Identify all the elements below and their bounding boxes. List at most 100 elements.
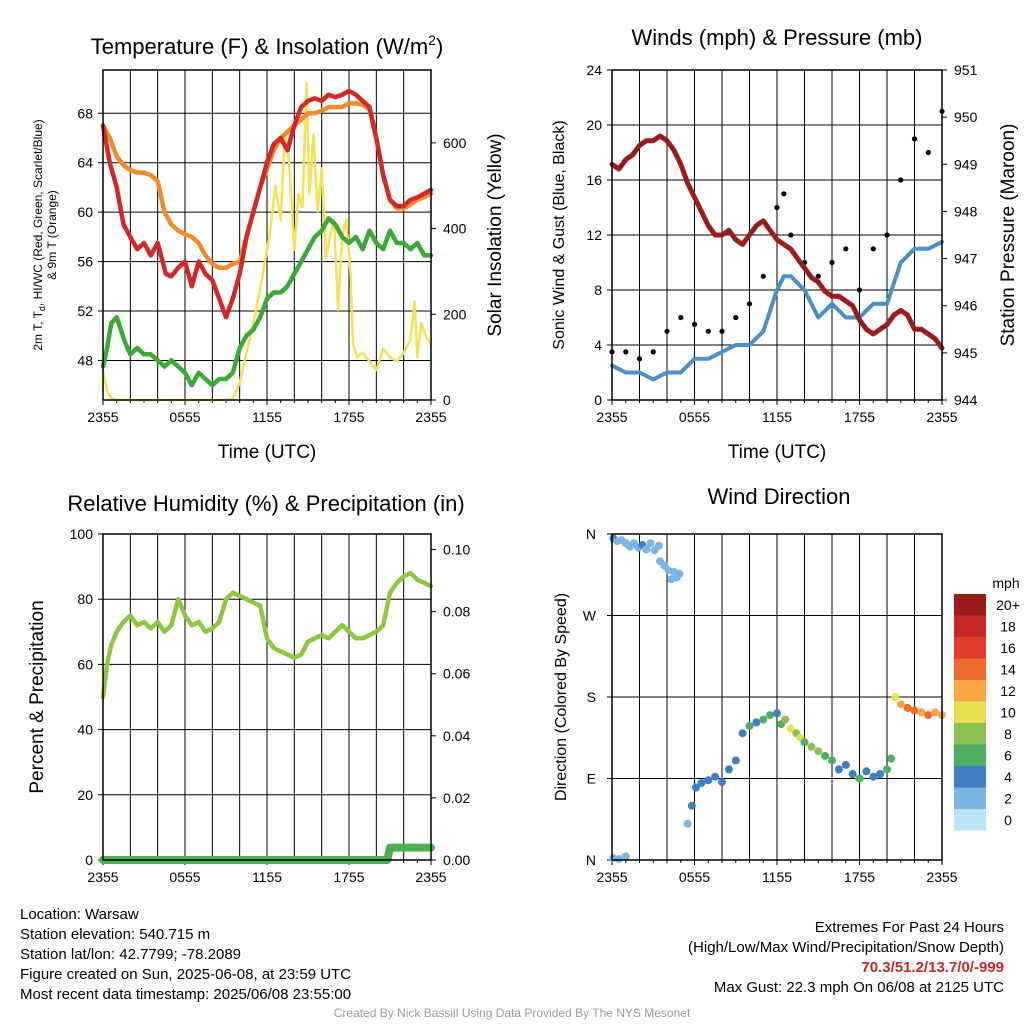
direction-point <box>731 756 740 765</box>
gust-point <box>623 349 629 355</box>
direction-point <box>738 729 747 738</box>
legend-swatch <box>954 701 986 723</box>
y2-tick-label: 0.08 <box>443 604 470 620</box>
direction-point <box>752 718 761 727</box>
y2-tick-label: 951 <box>954 62 978 78</box>
legend-title: mph <box>992 575 1019 591</box>
humidity-panel: Relative Humidity (%) & Precipitation (i… <box>27 491 470 885</box>
ylabel-line1-rest: , HI/WC (Red, Green, Scarlet/Blue) <box>31 119 45 306</box>
y-tick-label: 4 <box>594 337 602 353</box>
y2-tick-label: 0.06 <box>443 666 470 682</box>
gust-point <box>719 328 725 334</box>
temperature-panel: Temperature (F) & Insolation (W/m2)2355 0… <box>31 32 506 463</box>
x-tick-label: 0555 <box>679 869 710 885</box>
x-tick-label: 1155 <box>762 869 792 885</box>
direction-point <box>687 801 696 810</box>
plot-frame <box>102 533 432 861</box>
direction-point <box>675 569 684 578</box>
legend-swatch <box>954 658 986 680</box>
station-info: Location: Warsaw Station elevation: 540.… <box>20 905 351 1005</box>
direction-point <box>855 774 864 783</box>
legend-swatch <box>954 766 986 788</box>
direction-point <box>704 776 713 785</box>
y2-tick-label: 945 <box>954 345 978 361</box>
direction-point <box>814 747 823 756</box>
y-tick-label: 8 <box>594 282 602 298</box>
y2-tick-label: 947 <box>954 251 978 267</box>
legend-swatch <box>954 680 986 702</box>
y-tick-label: N <box>586 852 596 868</box>
plot-frame <box>611 69 943 401</box>
direction-point <box>807 742 816 751</box>
wind-direction-ylabel: Direction (Colored By Speed) <box>553 593 570 801</box>
direction-point <box>683 819 692 828</box>
station-elevation: Station elevation: 540.715 m <box>20 926 211 943</box>
y-tick-label: 100 <box>70 526 94 542</box>
x-tick-label: 2355 <box>926 869 957 885</box>
temperature-title: Temperature (F) & Insolation (W/m2) <box>91 32 444 59</box>
legend-label: 14 <box>1000 662 1016 678</box>
winds-panel: Winds (mph) & Pressure (mb) 2355 0555 1155 1… <box>551 25 1019 463</box>
winds-xlabel: Time (UTC) <box>728 442 827 463</box>
x-tick-label: 2355 <box>415 869 446 885</box>
x-tick-label: 1155 <box>252 869 282 885</box>
title-superscript: 2 <box>428 32 436 48</box>
direction-point <box>841 760 850 769</box>
gust-point <box>829 259 835 266</box>
y-tick-label: 16 <box>586 172 602 188</box>
direction-point <box>876 770 885 778</box>
direction-point <box>828 756 836 765</box>
ylabel-line2: & 9m T (Orange) <box>45 190 59 280</box>
y-tick-label: 80 <box>77 591 93 607</box>
y2-tick-label: 0 <box>443 392 451 408</box>
direction-point <box>759 715 768 724</box>
y-tick-label: 68 <box>77 105 93 121</box>
direction-point <box>697 779 706 787</box>
y2-tick-label: 0.02 <box>443 790 470 806</box>
plot-frame <box>102 69 432 401</box>
legend-label: 20+ <box>996 597 1020 613</box>
y-tick-label: N <box>586 526 596 542</box>
y-tick-label: 48 <box>77 352 93 368</box>
temperature-y2label-wrap: Solar Insolation (Yellow) <box>485 133 506 336</box>
y2-tick-label: 0.10 <box>443 542 470 558</box>
direction-point <box>646 539 655 548</box>
x-tick-label: 2355 <box>415 409 446 425</box>
speed-legend: mph 20+ 18 16 14 12 10 8 6 4 2 0 <box>954 575 1020 831</box>
winds-title: Winds (mph) & Pressure (mb) <box>632 25 923 50</box>
direction-point <box>745 722 754 730</box>
gust-point <box>870 246 876 252</box>
gust-point <box>664 328 670 334</box>
legend-label: 2 <box>1004 791 1012 807</box>
gust-point <box>636 356 643 362</box>
y2-tick-label: 944 <box>954 392 978 408</box>
direction-point <box>766 711 775 720</box>
direction-point <box>887 754 896 763</box>
y-tick-label: W <box>583 608 597 624</box>
extremes-info: Extremes For Past 24 Hours (High/Low/Max… <box>688 918 1004 998</box>
legend-label: 0 <box>1004 812 1012 828</box>
direction-point <box>621 852 630 861</box>
x-tick-label: 2355 <box>87 409 118 425</box>
gust-point <box>691 321 698 327</box>
y2-tick-label: 0.04 <box>443 728 470 744</box>
direction-point <box>773 709 781 718</box>
direction-point <box>869 772 878 781</box>
max-gust: Max Gust: 22.3 mph On 06/08 at 2125 UTC <box>713 979 1004 996</box>
gust-point <box>781 191 787 197</box>
direction-point <box>800 738 809 747</box>
extremes-title: Extremes For Past 24 Hours <box>814 919 1004 936</box>
humidity-ylabel: Percent & Precipitation <box>27 600 48 793</box>
legend-swatch <box>954 787 986 809</box>
humidity-ylabel-wrap: Percent & Precipitation <box>27 600 48 793</box>
x-tick-label: 1155 <box>762 409 792 425</box>
direction-point <box>903 703 912 712</box>
y-tick-label: 60 <box>77 204 93 220</box>
x-tick-label: 1755 <box>844 869 875 885</box>
ylabel-line1: 2m T, Td, HI/WC (Red, Green, Scarlet/Blu… <box>31 119 47 350</box>
legend-swatch <box>954 809 986 831</box>
legend-label: 12 <box>1000 683 1016 699</box>
station-location: Location: Warsaw <box>20 906 139 923</box>
